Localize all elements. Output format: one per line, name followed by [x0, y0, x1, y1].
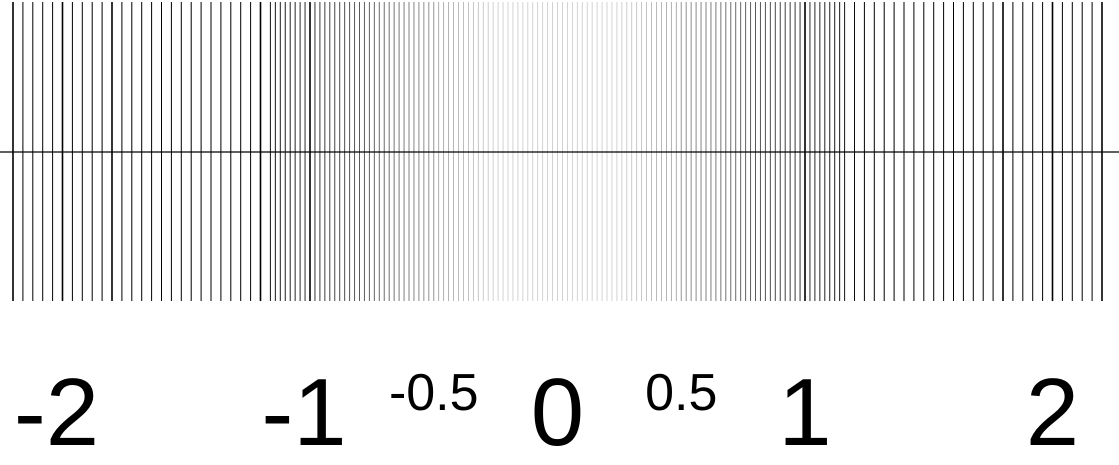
tick-labels: -2 -1 -0.5 0 0.5 1 2 — [14, 359, 1079, 465]
label-0-5: 0.5 — [645, 364, 717, 422]
label-2: 2 — [1026, 359, 1079, 465]
label-minus-2: -2 — [14, 359, 99, 465]
label-minus-0-5: -0.5 — [389, 364, 479, 422]
label-zero: 0 — [531, 359, 584, 465]
label-1: 1 — [778, 359, 831, 465]
label-minus-1: -1 — [261, 359, 346, 465]
